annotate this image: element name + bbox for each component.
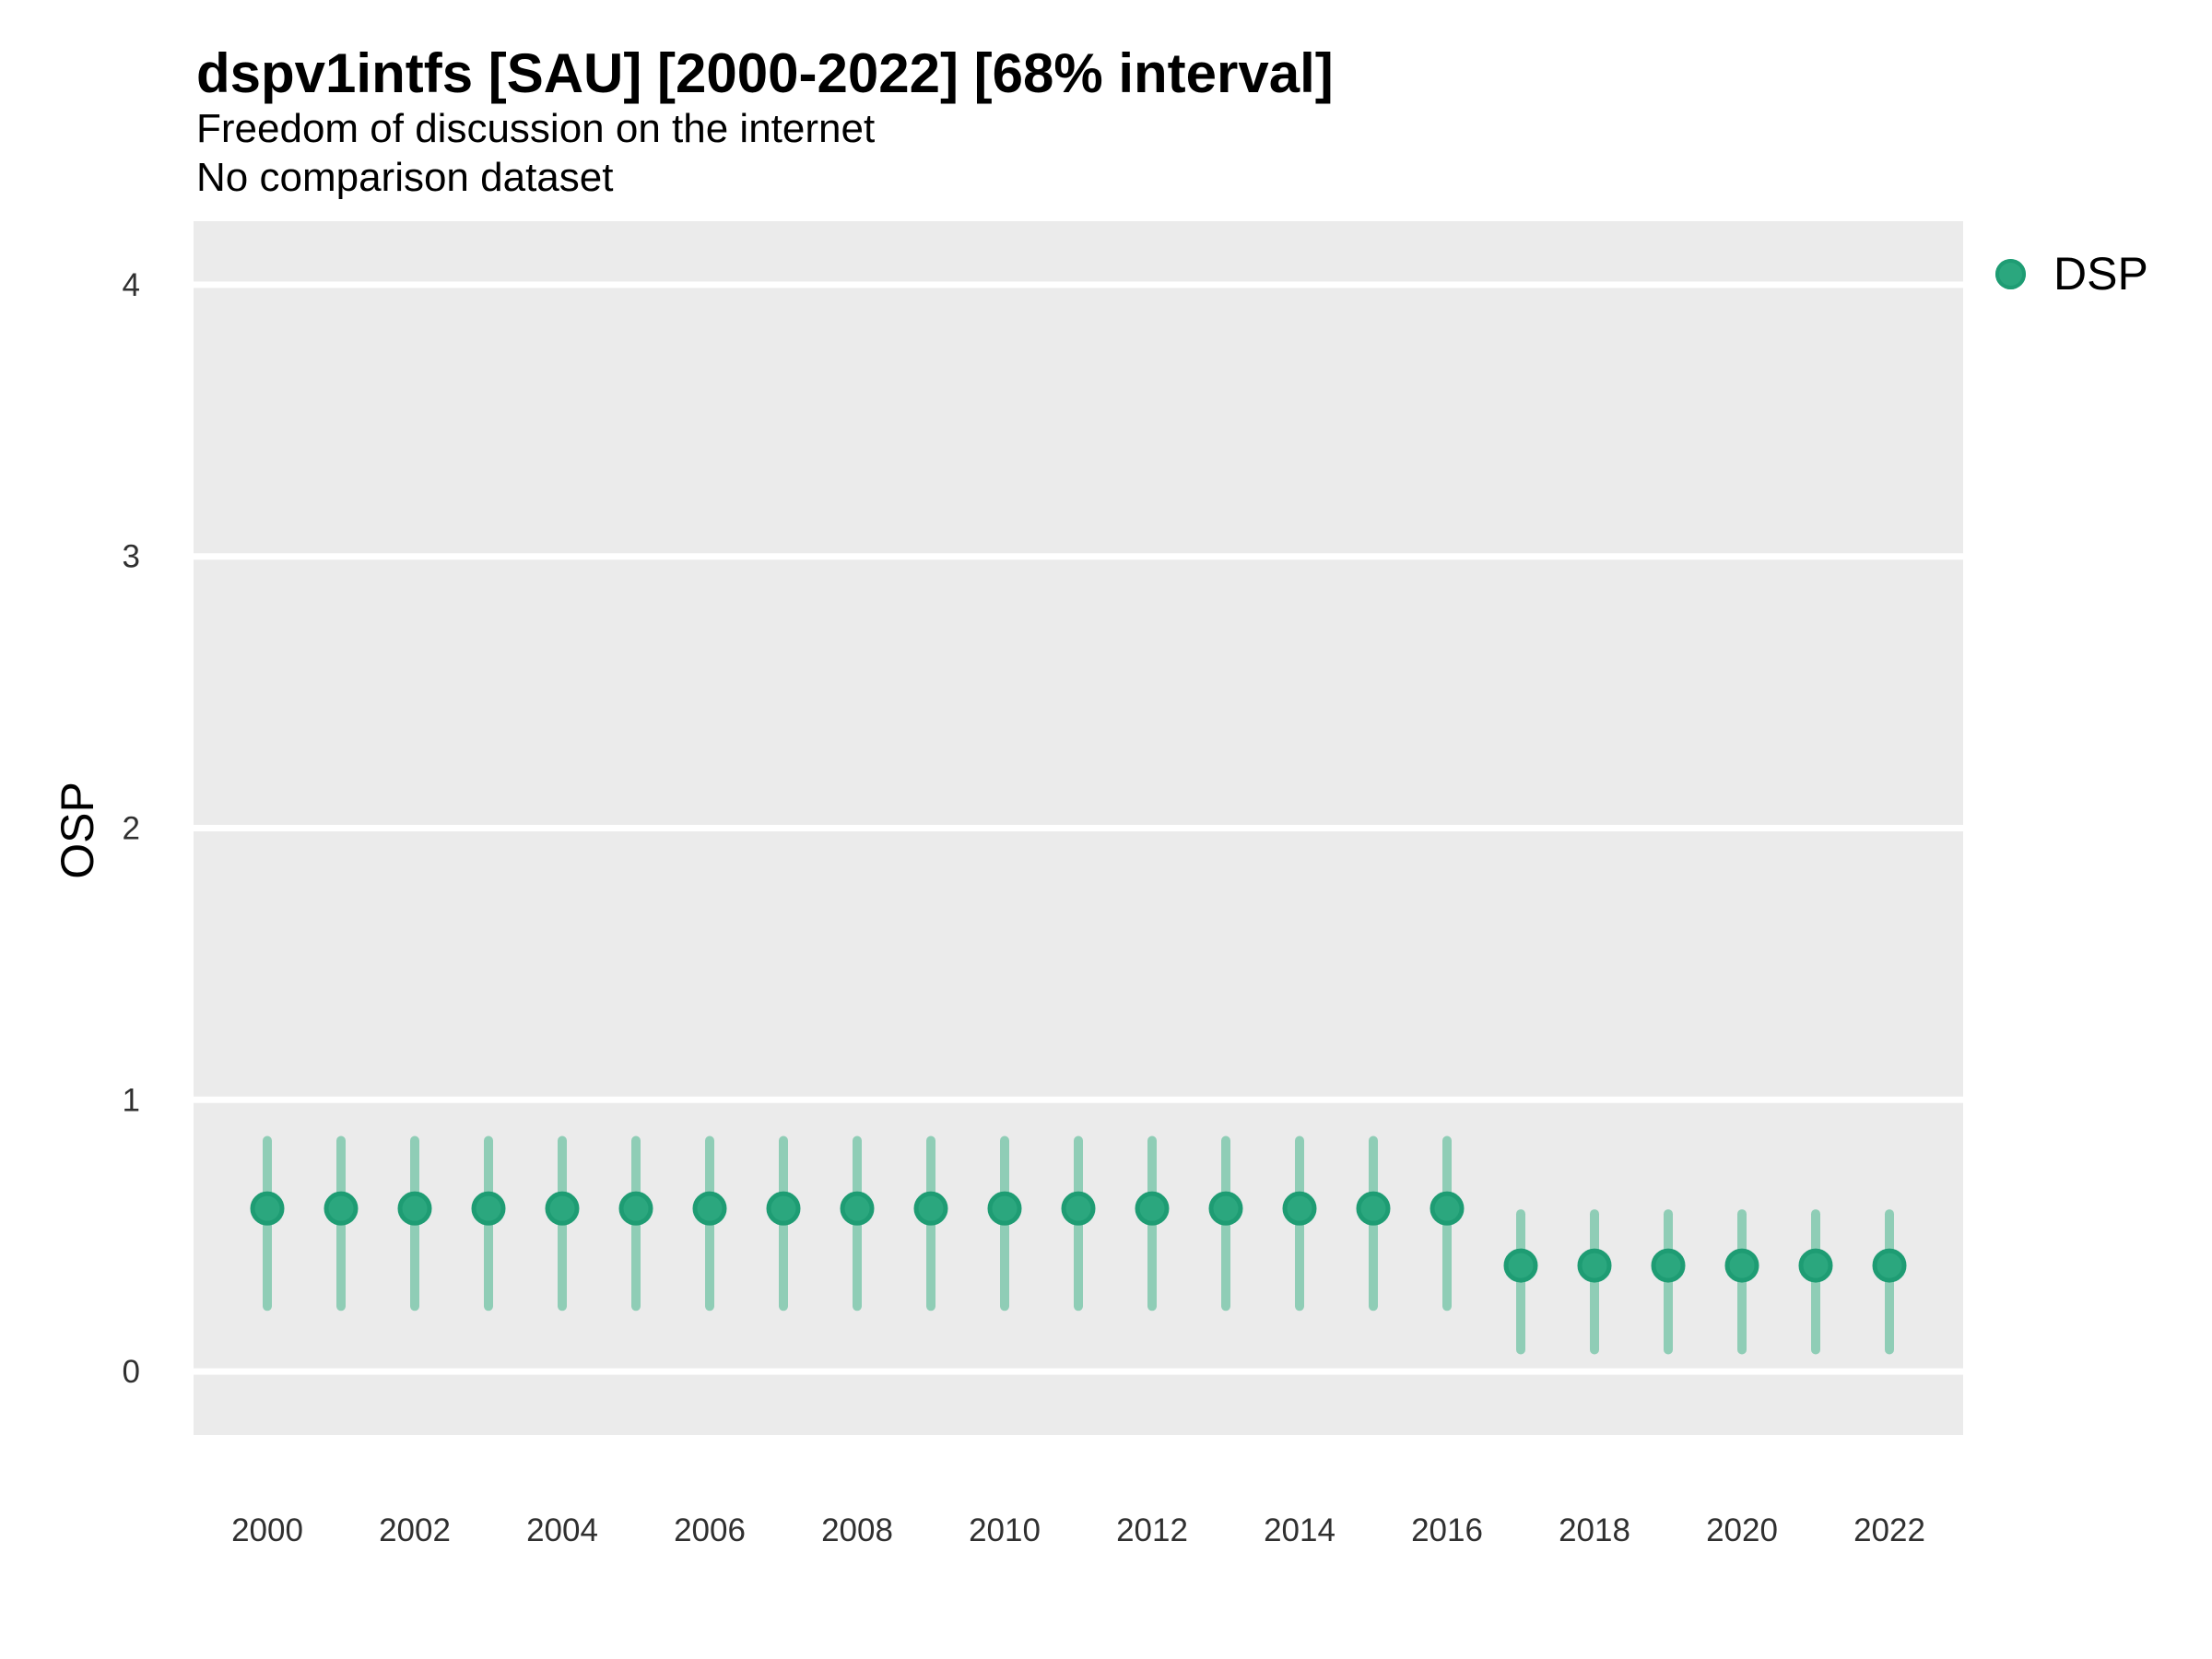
data-point [471,1191,506,1226]
data-point [1651,1248,1686,1283]
x-tick-label: 2012 [1116,1512,1188,1548]
x-tick-label: 2010 [969,1512,1041,1548]
legend-point-icon [1995,258,2026,289]
data-point [1208,1191,1243,1226]
gridline-y-0 [194,1368,1963,1375]
y-tick-label: 2 [123,811,140,847]
data-point [1061,1191,1096,1226]
x-tick-label: 2018 [1559,1512,1630,1548]
chart-subtitle: Freedom of discussion on the internet [196,106,876,151]
gridline-y-2 [194,825,1963,831]
data-point [1282,1191,1317,1226]
data-point [324,1191,359,1226]
legend: DSP [1995,251,2148,297]
data-point [1430,1191,1465,1226]
data-point [545,1191,580,1226]
data-point [1356,1191,1391,1226]
x-tick-label: 2020 [1706,1512,1778,1548]
data-point [250,1191,285,1226]
data-point [1872,1248,1907,1283]
data-point [840,1191,875,1226]
data-point [1798,1248,1833,1283]
x-tick-label: 2004 [526,1512,598,1548]
chart-title: dspv1intfs [SAU] [2000-2022] [68% interv… [196,42,1334,104]
data-point [1724,1248,1759,1283]
data-point [692,1191,727,1226]
data-point [1503,1248,1538,1283]
y-tick-label: 3 [123,539,140,575]
gridline-y-4 [194,281,1963,288]
data-point [987,1191,1022,1226]
data-point [397,1191,432,1226]
data-point [618,1191,653,1226]
data-point [913,1191,948,1226]
comparison-dataset-note: No comparison dataset [196,155,614,200]
data-point [1577,1248,1612,1283]
y-tick-label: 1 [123,1082,140,1118]
y-tick-label: 0 [123,1354,140,1390]
legend-label: DSP [2053,248,2148,300]
x-tick-label: 2016 [1411,1512,1483,1548]
x-tick-label: 2002 [379,1512,451,1548]
x-tick-label: 2008 [821,1512,893,1548]
x-tick-label: 2022 [1853,1512,1925,1548]
x-tick-label: 2000 [231,1512,303,1548]
y-tick-label: 4 [123,267,140,303]
data-point [766,1191,801,1226]
x-tick-label: 2006 [674,1512,746,1548]
gridline-y-3 [194,553,1963,560]
gridline-y-1 [194,1096,1963,1103]
data-point [1135,1191,1170,1226]
x-tick-label: 2014 [1264,1512,1335,1548]
